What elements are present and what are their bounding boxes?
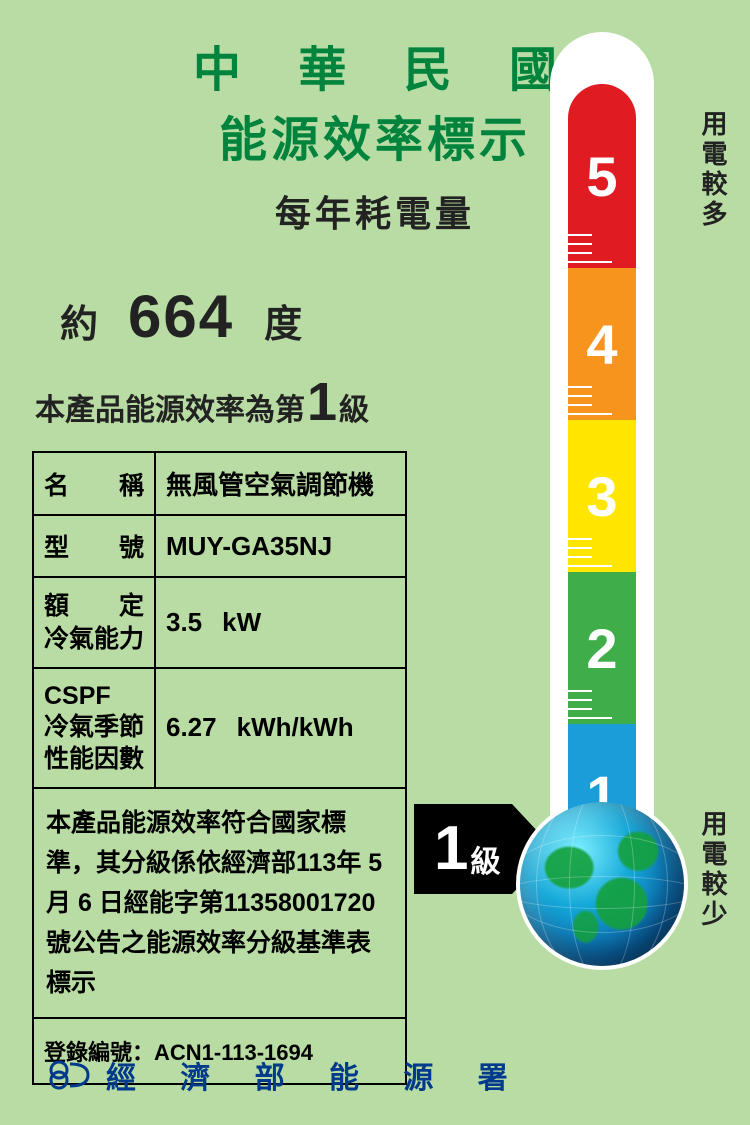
tick-group <box>568 234 636 270</box>
table-row: 名 稱 無風管空氣調節機 <box>33 452 406 515</box>
agency-logo-icon <box>48 1060 92 1090</box>
arrow-number: 1 <box>434 804 468 894</box>
consumption-value: 664 <box>128 282 234 351</box>
cooling-capacity-value: 3.5 <box>166 607 202 637</box>
side-label-top: 用電較多 <box>695 110 732 230</box>
row-key: 名 稱 <box>33 452 155 515</box>
arrow-suffix: 級 <box>470 817 500 881</box>
consumption-prefix: 約 <box>60 293 98 348</box>
tick-group <box>568 386 636 422</box>
tick-group <box>568 538 636 574</box>
energy-label: 中 華 民 國 能源效率標示 每年耗電量 約 664 度 本產品能源效率為第 1… <box>0 0 750 1125</box>
thermometer: 54321 <box>554 36 650 970</box>
row-value: MUY-GA35NJ <box>155 515 406 577</box>
agency-name: 經 濟 部 能 源 署 <box>106 1053 526 1097</box>
table-row: 型 號 MUY-GA35NJ <box>33 515 406 577</box>
row-key: CSPF 冷氣季節 性能因數 <box>33 668 155 788</box>
table-row: 本產品能源效率符合國家標準，其分級係依經濟部113年 5 月 6 日經能字第11… <box>33 788 406 1018</box>
row-key: 額 定 冷氣能力 <box>33 577 155 668</box>
table-row: 額 定 冷氣能力 3.5 kW <box>33 577 406 668</box>
compliance-text: 本產品能源效率符合國家標準，其分級係依經濟部113年 5 月 6 日經能字第11… <box>33 788 406 1018</box>
row-value: 6.27 kWh/kWh <box>155 668 406 788</box>
table-row: CSPF 冷氣季節 性能因數 6.27 kWh/kWh <box>33 668 406 788</box>
row-key: 型 號 <box>33 515 155 577</box>
arrow-body: 1 級 <box>414 804 512 894</box>
row-value: 3.5 kW <box>155 577 406 668</box>
tick-group <box>568 690 636 726</box>
grade-number: 1 <box>307 371 337 433</box>
footer: 經 濟 部 能 源 署 <box>48 1053 526 1097</box>
cooling-capacity-unit: kW <box>222 607 261 637</box>
grade-prefix: 本產品能源效率為第 <box>35 385 305 429</box>
cspf-unit: kWh/kWh <box>237 712 354 742</box>
consumption-unit: 度 <box>264 293 302 348</box>
globe-icon <box>520 802 684 966</box>
side-label-bottom: 用電較少 <box>695 810 732 930</box>
cspf-value: 6.27 <box>166 712 217 742</box>
grade-suffix: 級 <box>339 385 369 429</box>
spec-table: 名 稱 無風管空氣調節機 型 號 MUY-GA35NJ 額 定 冷氣能力 3.5… <box>32 451 407 1085</box>
row-value: 無風管空氣調節機 <box>155 452 406 515</box>
